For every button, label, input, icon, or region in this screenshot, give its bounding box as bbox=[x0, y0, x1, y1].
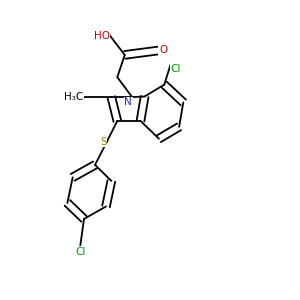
Text: Cl: Cl bbox=[75, 247, 85, 256]
Text: O: O bbox=[159, 45, 167, 56]
Text: HO: HO bbox=[94, 31, 110, 40]
Text: Cl: Cl bbox=[171, 64, 181, 74]
Text: H₃C: H₃C bbox=[64, 92, 83, 102]
Text: N: N bbox=[124, 97, 132, 107]
Text: S: S bbox=[100, 137, 107, 147]
